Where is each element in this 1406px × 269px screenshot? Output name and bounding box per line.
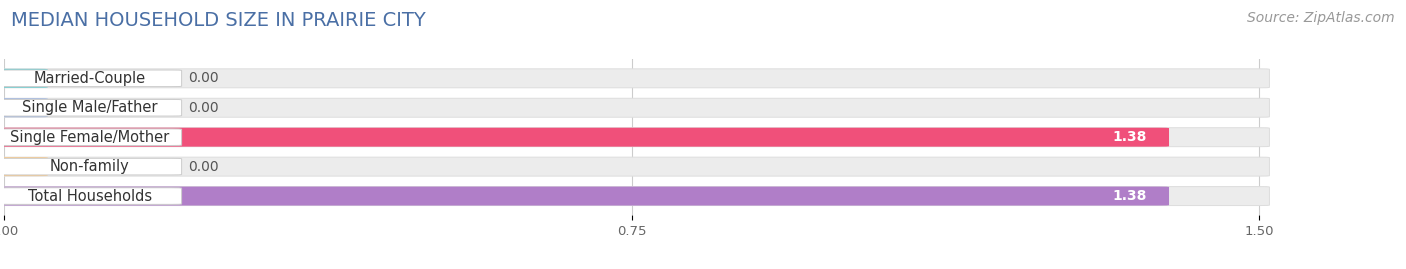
Text: Single Female/Mother: Single Female/Mother <box>10 130 170 145</box>
FancyBboxPatch shape <box>0 69 48 88</box>
FancyBboxPatch shape <box>0 69 1270 88</box>
FancyBboxPatch shape <box>0 128 1270 147</box>
Text: 1.38: 1.38 <box>1112 130 1146 144</box>
Text: MEDIAN HOUSEHOLD SIZE IN PRAIRIE CITY: MEDIAN HOUSEHOLD SIZE IN PRAIRIE CITY <box>11 11 426 30</box>
Text: 0.00: 0.00 <box>188 160 219 174</box>
FancyBboxPatch shape <box>0 187 1270 206</box>
Text: Source: ZipAtlas.com: Source: ZipAtlas.com <box>1247 11 1395 25</box>
FancyBboxPatch shape <box>0 157 48 176</box>
Text: Married-Couple: Married-Couple <box>34 71 146 86</box>
Text: Non-family: Non-family <box>51 159 129 174</box>
FancyBboxPatch shape <box>0 70 181 87</box>
Text: Total Households: Total Households <box>28 189 152 204</box>
Text: 0.00: 0.00 <box>188 71 219 85</box>
FancyBboxPatch shape <box>0 128 1168 147</box>
Text: 1.38: 1.38 <box>1112 189 1146 203</box>
FancyBboxPatch shape <box>0 187 1168 206</box>
FancyBboxPatch shape <box>0 98 1270 117</box>
FancyBboxPatch shape <box>0 100 181 116</box>
FancyBboxPatch shape <box>0 157 1270 176</box>
Text: 0.00: 0.00 <box>188 101 219 115</box>
FancyBboxPatch shape <box>0 98 48 117</box>
Text: Single Male/Father: Single Male/Father <box>22 100 157 115</box>
FancyBboxPatch shape <box>0 129 181 146</box>
FancyBboxPatch shape <box>0 158 181 175</box>
FancyBboxPatch shape <box>0 188 181 204</box>
